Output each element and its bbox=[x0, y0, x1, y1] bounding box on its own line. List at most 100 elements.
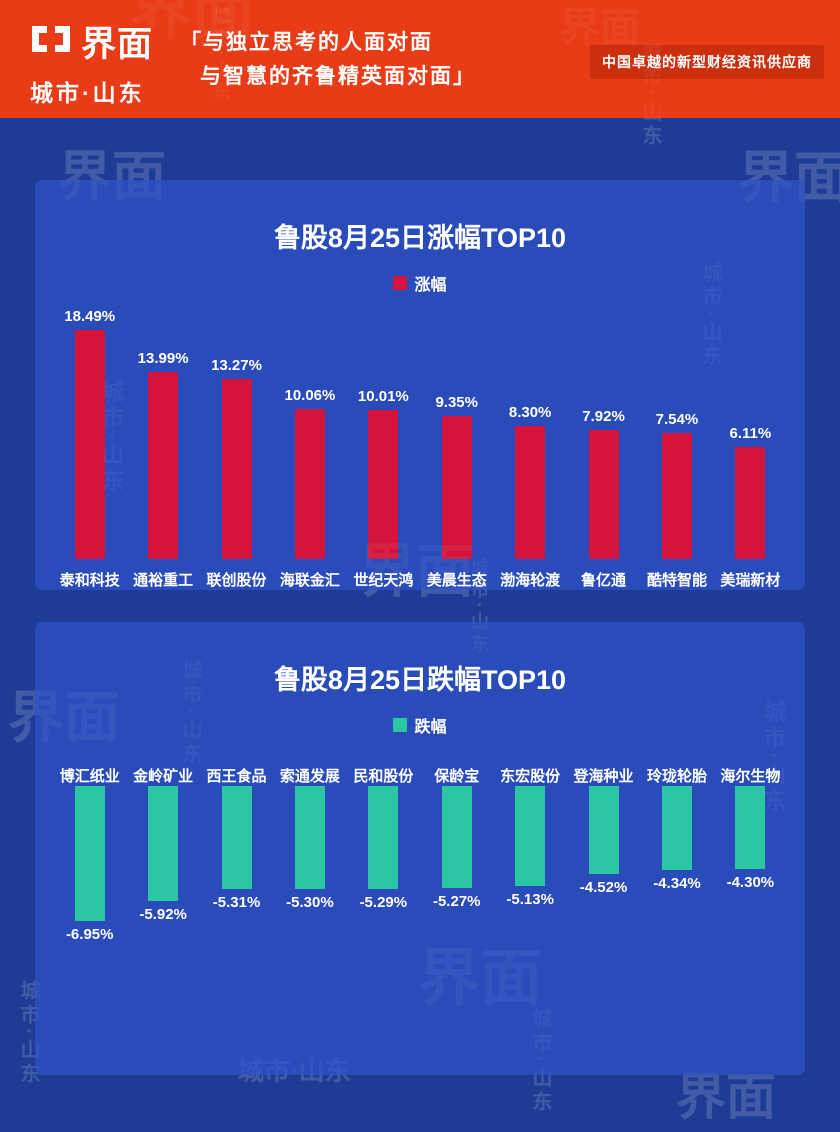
bar bbox=[735, 786, 766, 869]
brand-row: 界面 bbox=[30, 16, 153, 67]
bar bbox=[294, 409, 325, 559]
bar bbox=[661, 433, 692, 559]
bar-value-label: -5.92% bbox=[139, 906, 187, 923]
bar bbox=[148, 786, 179, 901]
bar bbox=[74, 786, 105, 921]
loser-bar-column: -4.34% bbox=[640, 786, 713, 897]
watermark-logo-icon: 界面 bbox=[676, 1069, 776, 1125]
bar-value-label: 9.35% bbox=[435, 394, 478, 411]
bar-value-label: -5.31% bbox=[212, 894, 261, 911]
category-label: 海联金汇 bbox=[279, 572, 340, 589]
category-label: 登海种业 bbox=[573, 768, 634, 785]
header-tagline: 中国卓越的新型财经资讯供应商 bbox=[590, 45, 824, 79]
category-label: 世纪天鸿 bbox=[353, 572, 414, 589]
bar-value-label: -4.34% bbox=[653, 875, 701, 892]
category-label: 玲珑轮胎 bbox=[646, 768, 707, 785]
brand-block: 界面 城市·山东 bbox=[30, 16, 153, 108]
bar bbox=[515, 786, 546, 886]
losers-chart-title: 鲁股8月25日跌幅TOP10 bbox=[273, 665, 567, 695]
bar bbox=[221, 786, 252, 889]
category-label: 博汇纸业 bbox=[59, 768, 120, 785]
category-label: 海尔生物 bbox=[720, 768, 781, 785]
brand-name: 界面 bbox=[81, 25, 154, 64]
bar-value-label: -6.95% bbox=[65, 926, 114, 943]
losers-bars: -6.95% -5.92% -5.31% -5.30% -5.29% -5.27% -5.1… bbox=[35, 786, 805, 966]
quote-line1: 「与独立思考的人面对面 bbox=[180, 31, 433, 54]
brand-subtitle: 城市·山东 bbox=[30, 80, 145, 106]
category-label: 渤海轮渡 bbox=[500, 572, 561, 589]
category-label: 美晨生态 bbox=[426, 572, 487, 589]
bar bbox=[588, 786, 619, 874]
gainer-bar-column: 9.35% bbox=[420, 389, 493, 559]
bar-value-label: -5.30% bbox=[286, 894, 334, 911]
loser-bar-column: -5.13% bbox=[493, 786, 566, 913]
gainer-bar-column: 13.99% bbox=[126, 345, 199, 559]
bar-value-label: 10.01% bbox=[357, 388, 409, 405]
bar-value-label: 6.11% bbox=[729, 425, 772, 442]
bar bbox=[661, 786, 692, 870]
gainer-bar-column: 10.01% bbox=[347, 383, 420, 559]
gainers-legend-label: 涨幅 bbox=[414, 277, 447, 294]
bar bbox=[148, 372, 179, 559]
category-label: 保龄宝 bbox=[434, 768, 480, 785]
category-label: 泰和科技 bbox=[59, 572, 120, 589]
bar-value-label: 7.92% bbox=[582, 408, 625, 425]
bar-value-label: -4.52% bbox=[579, 879, 628, 896]
category-label: 西王食品 bbox=[206, 768, 267, 785]
losers-legend-swatch bbox=[393, 718, 408, 732]
gainer-bar-column: 18.49% bbox=[53, 303, 126, 559]
jiemian-logo-icon bbox=[30, 24, 72, 59]
losers-categories: 博汇纸业 金岭矿业 西王食品 索通发展 民和股份 保龄宝 东宏股份 登海种业 玲珑轮胎 海尔生物 bbox=[35, 765, 805, 786]
bar bbox=[588, 430, 619, 559]
gainer-bar-column: 13.27% bbox=[200, 352, 273, 559]
bar-value-label: 13.99% bbox=[137, 350, 189, 367]
bar bbox=[441, 786, 472, 888]
watermark-logo-icon: 界面 bbox=[676, 1069, 776, 1125]
losers-legend: 跌幅 bbox=[35, 713, 805, 737]
gainer-bar-column: 7.92% bbox=[567, 403, 640, 559]
bar bbox=[368, 410, 399, 559]
quote-line2: 与智慧的齐鲁精英面对面」 bbox=[200, 64, 476, 88]
gainer-bar-column: 6.11% bbox=[714, 420, 787, 559]
gainers-legend-swatch bbox=[393, 276, 408, 290]
gainers-chart-title: 鲁股8月25日涨幅TOP10 bbox=[273, 223, 567, 253]
loser-bar-column: -4.30% bbox=[714, 786, 787, 896]
bar-value-label: -4.30% bbox=[726, 874, 775, 891]
bar bbox=[294, 786, 325, 889]
bar bbox=[441, 416, 472, 559]
bar-value-label: 10.06% bbox=[284, 387, 336, 404]
loser-bar-column: -5.92% bbox=[126, 786, 199, 928]
header-banner: 界面 城市·山东 「与独立思考的人面对面 与智慧的齐鲁精英面对面」 中国卓越的新… bbox=[0, 0, 840, 118]
gainers-categories: 泰和科技 通裕重工 联创股份 海联金汇 世纪天鸿 美晨生态 渤海轮渡 鲁亿通 酷特智能 美瑞新材 bbox=[35, 569, 805, 590]
loser-bar-column: -5.27% bbox=[420, 786, 493, 915]
category-label: 东宏股份 bbox=[500, 768, 561, 785]
category-label: 鲁亿通 bbox=[581, 572, 627, 589]
category-label: 索通发展 bbox=[279, 768, 340, 785]
bar-value-label: 8.30% bbox=[508, 404, 552, 421]
bar-value-label: -5.29% bbox=[359, 894, 408, 911]
gainer-bar-column: 8.30% bbox=[493, 399, 566, 559]
loser-bar-column: -5.29% bbox=[347, 786, 420, 916]
bar-value-label: -5.27% bbox=[432, 893, 481, 910]
category-label: 金岭矿业 bbox=[133, 768, 194, 785]
losers-chart-card: 鲁股8月25日跌幅TOP10 跌幅 博汇纸业 金岭矿业 西王食品 索通发展 民和股份 保龄… bbox=[35, 622, 805, 1075]
gainers-bars: 18.49% 13.99% 13.27% 10.06% 10.01% 9.35% 8.30%… bbox=[35, 297, 805, 559]
loser-bar-column: -5.30% bbox=[273, 786, 346, 916]
bar bbox=[735, 447, 766, 559]
category-label: 联创股份 bbox=[206, 572, 267, 589]
bar-value-label: -5.13% bbox=[506, 891, 554, 908]
bar-value-label: 18.49% bbox=[64, 308, 116, 325]
gainer-bar-column: 10.06% bbox=[273, 382, 346, 559]
category-label: 美瑞新材 bbox=[720, 572, 781, 589]
loser-bar-column: -4.52% bbox=[567, 786, 640, 901]
header-quote: 「与独立思考的人面对面 与智慧的齐鲁精英面对面」 bbox=[180, 26, 476, 93]
gainers-legend: 涨幅 bbox=[35, 271, 805, 295]
gainers-chart-card: 鲁股8月25日涨幅TOP10 涨幅 18.49% 13.99% 13.27% 10.0… bbox=[35, 180, 805, 590]
loser-bar-column: -6.95% bbox=[53, 786, 126, 948]
bar bbox=[221, 379, 252, 559]
category-label: 酷特智能 bbox=[646, 572, 707, 589]
bar-value-label: 7.54% bbox=[655, 411, 699, 428]
category-label: 通裕重工 bbox=[133, 572, 194, 589]
gainer-bar-column: 7.54% bbox=[640, 406, 713, 559]
